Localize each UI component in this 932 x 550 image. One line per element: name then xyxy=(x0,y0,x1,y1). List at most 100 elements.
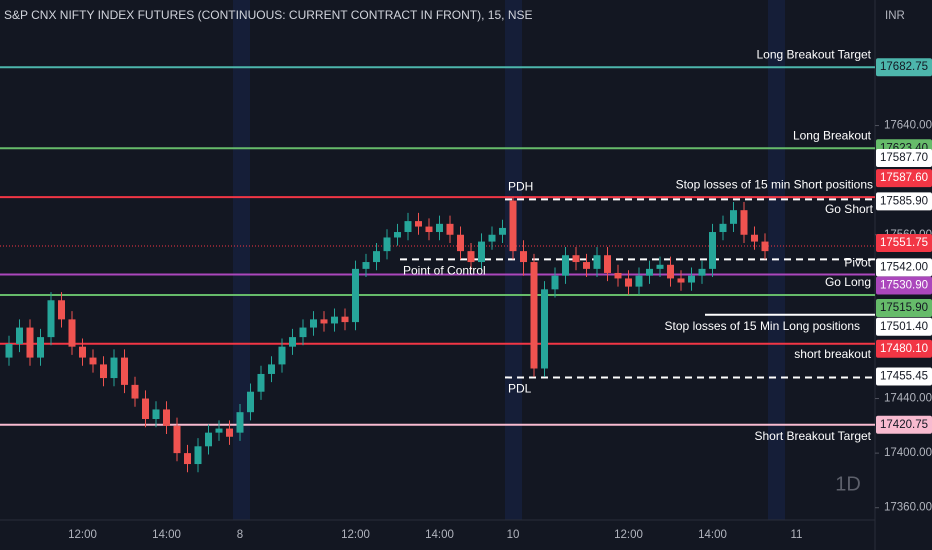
candle-body xyxy=(362,262,370,269)
candle-body xyxy=(625,278,632,287)
price-label-bg xyxy=(876,58,932,77)
candle-body xyxy=(226,428,233,437)
candle-body xyxy=(194,446,202,465)
x-tick-label: 8 xyxy=(237,529,243,541)
y-tick-label: 17440.00 xyxy=(884,393,932,405)
candle-body xyxy=(320,319,328,324)
candle-body xyxy=(541,289,548,369)
candles xyxy=(5,196,769,473)
price-label-bg xyxy=(876,169,932,188)
candle-body xyxy=(499,227,506,235)
candle-body xyxy=(268,364,275,374)
candle-body xyxy=(163,409,170,426)
price-label: 17480.10 xyxy=(880,343,928,355)
candle-body xyxy=(646,268,653,276)
candle-body xyxy=(614,272,622,279)
candle-body xyxy=(667,264,674,279)
candle-body xyxy=(677,278,685,283)
price-label: 17530.90 xyxy=(880,279,928,291)
candle-body xyxy=(656,264,664,269)
candle-body xyxy=(173,425,181,454)
candle-body xyxy=(635,275,643,287)
level-name: Long Breakout xyxy=(793,128,872,142)
candle-body xyxy=(593,255,601,269)
level-name: Go Short xyxy=(825,202,874,216)
candle-body xyxy=(436,223,443,233)
price-label: 17542.00 xyxy=(880,261,928,273)
candle-body xyxy=(152,409,160,420)
candle-body xyxy=(730,210,737,224)
candle-body xyxy=(16,327,23,344)
level-name: Stop losses of 15 min Short positions xyxy=(676,177,873,191)
x-tick-label: 10 xyxy=(507,529,520,541)
price-label: 17551.75 xyxy=(880,237,928,249)
candle-body xyxy=(299,327,307,338)
candle-body xyxy=(415,221,422,227)
candle-body xyxy=(478,241,485,263)
candle-body xyxy=(58,300,65,320)
candle-body xyxy=(131,384,139,399)
price-label: 17585.90 xyxy=(880,195,928,207)
chart-title: S&P CNX NIFTY INDEX FUTURES (CONTINUOUS:… xyxy=(4,8,533,22)
level-name: Short Breakout Target xyxy=(754,429,871,443)
candle-body xyxy=(257,373,265,392)
candle-body xyxy=(142,398,149,420)
candle-body xyxy=(740,210,748,235)
price-label-bg xyxy=(876,192,932,211)
y-tick-label: 17400.00 xyxy=(884,447,932,459)
y-tick-label: 17360.00 xyxy=(884,502,932,514)
candle-body xyxy=(572,255,580,263)
x-tick-label: 11 xyxy=(791,529,803,541)
level-name: PDH xyxy=(508,180,533,194)
price-label-bg xyxy=(876,415,932,434)
price-label-bg xyxy=(876,234,932,253)
level-name: Point of Control xyxy=(403,264,486,278)
price-label-bg xyxy=(876,258,932,277)
candle-body xyxy=(509,200,517,252)
candle-body xyxy=(751,234,758,242)
candle-body xyxy=(394,232,401,238)
currency: INR xyxy=(885,10,905,22)
levels xyxy=(0,66,875,426)
price-label: 17515.90 xyxy=(880,302,928,314)
candle-body xyxy=(404,221,412,233)
level-name: short breakout xyxy=(794,347,871,361)
candle-body xyxy=(47,300,55,338)
watermark: 1D xyxy=(835,473,861,495)
price-label: 17501.40 xyxy=(880,321,928,333)
price-label: 17455.45 xyxy=(880,370,928,382)
price-label-bg xyxy=(876,276,932,295)
price-label-bg xyxy=(876,367,932,386)
candle-body xyxy=(5,343,13,358)
candle-body xyxy=(26,327,34,358)
candle-body xyxy=(488,234,496,242)
level-name: Go Long xyxy=(825,275,871,289)
candle-body xyxy=(761,241,769,252)
candle-body xyxy=(289,337,296,347)
candle-body xyxy=(278,346,286,365)
candle-body xyxy=(425,226,433,233)
candle-body xyxy=(310,319,317,328)
level-name: Stop losses of 15 Min Long positions xyxy=(665,319,860,333)
candle-body xyxy=(709,232,716,269)
candle-body xyxy=(89,357,97,365)
price-label: 17587.60 xyxy=(880,172,928,184)
candle-body xyxy=(583,262,590,269)
price-label: 17682.75 xyxy=(880,61,928,73)
candle-body xyxy=(331,316,338,324)
level-name: Pivot xyxy=(844,255,871,269)
candle-body xyxy=(719,223,727,233)
candle-body xyxy=(205,432,212,447)
candle-body xyxy=(698,268,706,276)
candle-body xyxy=(236,412,244,433)
price-label-bg xyxy=(876,298,932,317)
candle-body xyxy=(604,255,611,273)
candle-body xyxy=(373,251,380,263)
price-label-bg xyxy=(876,339,932,358)
candle-body xyxy=(383,237,391,252)
candle-body xyxy=(184,453,191,465)
candle-body xyxy=(562,255,569,276)
candle-body xyxy=(100,364,107,379)
candle-body xyxy=(551,275,559,290)
